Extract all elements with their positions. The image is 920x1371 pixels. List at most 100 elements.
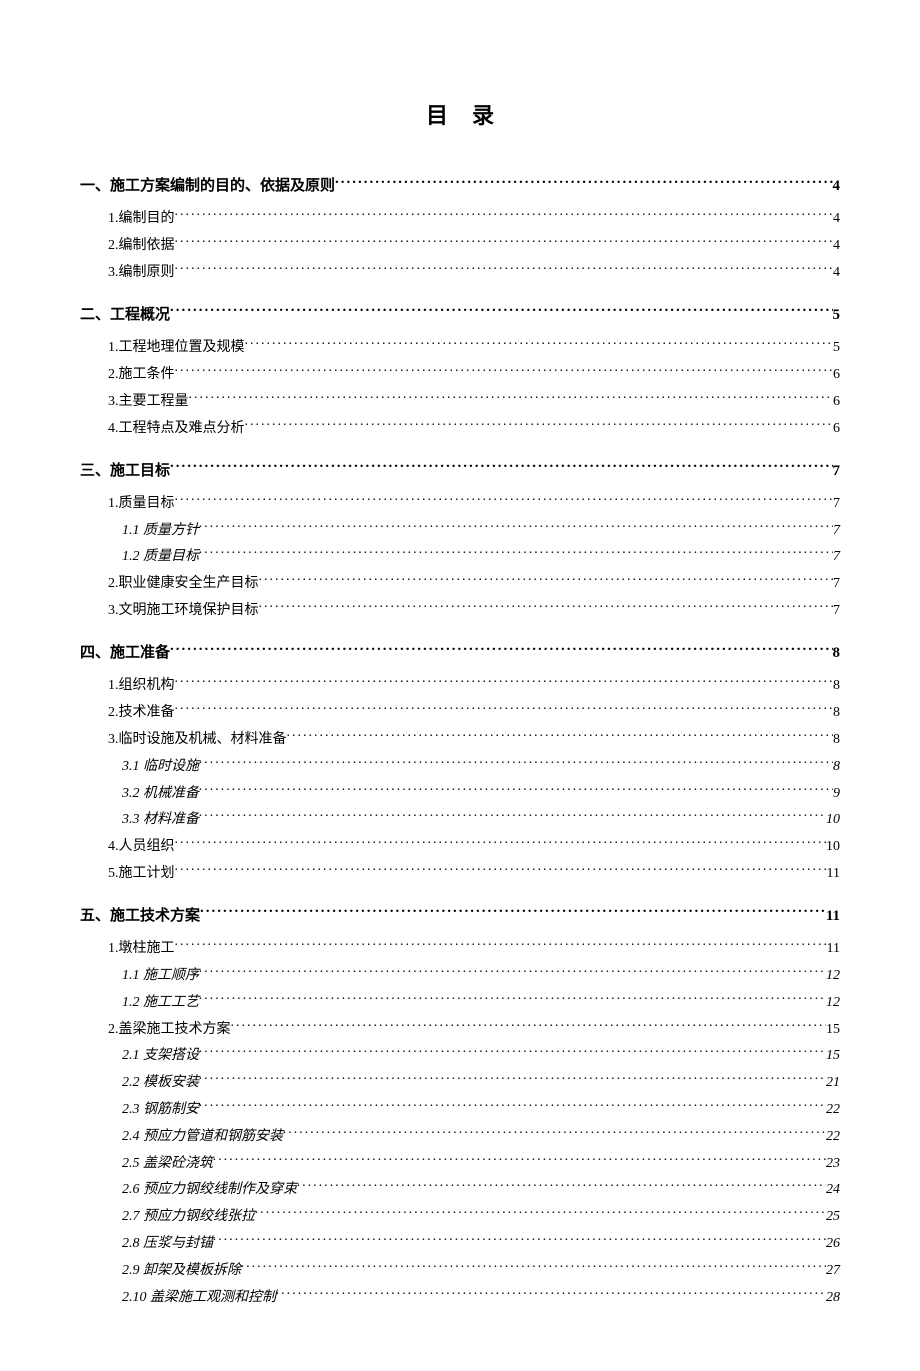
toc-leader-dots	[175, 490, 834, 507]
toc-entry-page: 5	[833, 304, 841, 327]
toc-entry: 3.主要工程量6	[80, 388, 840, 412]
toc-entry: 1.墩柱施工11	[80, 935, 840, 959]
toc-entry-label: 3.临时设施及机械、材料准备	[108, 729, 287, 750]
toc-entry-page: 7	[833, 573, 840, 594]
toc-entry-page: 7	[833, 520, 840, 541]
toc-entry: 3.临时设施及机械、材料准备8	[80, 726, 840, 750]
toc-entry-page: 25	[826, 1206, 840, 1227]
toc-entry-page: 7	[833, 546, 840, 567]
toc-leader-dots	[231, 1016, 827, 1033]
toc-leader-dots	[175, 259, 834, 276]
toc-entry-label: 3.2 机械准备	[122, 783, 199, 804]
toc-entry: 1.编制目的 4	[80, 206, 840, 230]
toc-leader-dots	[175, 935, 827, 952]
toc-entry: 一、施工方案编制的目的、依据及原则4	[80, 172, 840, 198]
toc-leader-dots	[199, 807, 826, 824]
toc-entry-page: 8	[833, 756, 840, 777]
toc-entry: 1.质量目标 7	[80, 490, 840, 514]
toc-entry: 2.7 预应力钢绞线张拉25	[80, 1203, 840, 1227]
toc-entry-page: 22	[826, 1126, 840, 1147]
toc-leader-dots	[199, 517, 833, 534]
toc-entry-label: 2.2 模板安装	[122, 1072, 199, 1093]
toc-leader-dots	[245, 334, 834, 351]
toc-entry-label: 2.5 盖梁砼浇筑	[122, 1153, 213, 1174]
toc-entry-page: 8	[833, 675, 840, 696]
toc-entry-label: 1.1 施工顺序	[122, 965, 199, 986]
toc-entry: 三、施工目标7	[80, 457, 840, 483]
toc-entry: 2.2 模板安装 21	[80, 1069, 840, 1093]
toc-entry-label: 1.2 质量目标	[122, 546, 199, 567]
toc-entry-label: 2.职业健康安全生产目标	[108, 573, 259, 594]
toc-entry: 3.3 材料准备10	[80, 807, 840, 831]
toc-leader-dots	[213, 1150, 826, 1167]
toc-entry-label: 1.工程地理位置及规模	[108, 337, 245, 358]
toc-entry-label: 2.10 盖梁施工观测和控制	[122, 1287, 276, 1308]
toc-entry-page: 9	[833, 783, 840, 804]
toc-entry-page: 22	[826, 1099, 840, 1120]
toc-entry-page: 10	[826, 836, 840, 857]
toc-leader-dots	[199, 753, 833, 770]
toc-entry: 1.1 施工顺序 12	[80, 962, 840, 986]
toc-entry: 2.职业健康安全生产目标 7	[80, 570, 840, 594]
table-of-contents: 一、施工方案编制的目的、依据及原则41.编制目的42.编制依据43.编制原则4二…	[80, 172, 840, 1308]
toc-entry-label: 3.文明施工环境保护目标	[108, 600, 259, 621]
toc-leader-dots	[200, 902, 826, 920]
toc-entry-page: 7	[833, 460, 841, 483]
toc-entry-page: 12	[826, 992, 840, 1013]
toc-entry-page: 4	[833, 235, 840, 256]
toc-entry-label: 五、施工技术方案	[80, 905, 200, 928]
toc-leader-dots	[255, 1203, 826, 1220]
toc-entry: 2.盖梁施工技术方案15	[80, 1016, 840, 1040]
toc-entry-page: 7	[833, 493, 840, 514]
toc-entry: 2.5 盖梁砼浇筑23	[80, 1150, 840, 1174]
toc-leader-dots	[199, 989, 826, 1006]
toc-entry: 2.1 支架搭设15	[80, 1043, 840, 1067]
toc-leader-dots	[241, 1257, 826, 1274]
toc-entry-page: 6	[833, 418, 840, 439]
toc-entry: 2.9 卸架及模板拆除27	[80, 1257, 840, 1281]
toc-entry-label: 2.1 支架搭设	[122, 1045, 199, 1066]
toc-entry: 五、施工技术方案 11	[80, 902, 840, 928]
toc-entry-page: 11	[826, 905, 840, 928]
toc-entry: 4.人员组织10	[80, 833, 840, 857]
toc-entry: 3.文明施工环境保护目标 7	[80, 597, 840, 621]
toc-entry-page: 15	[826, 1019, 840, 1040]
toc-entry-page: 4	[833, 208, 840, 229]
toc-leader-dots	[245, 415, 834, 432]
toc-entry: 二、工程概况5	[80, 301, 840, 327]
toc-entry: 2.10 盖梁施工观测和控制 28	[80, 1284, 840, 1308]
toc-leader-dots	[175, 232, 834, 249]
toc-entry: 2.编制依据4	[80, 232, 840, 256]
toc-leader-dots	[213, 1230, 826, 1247]
toc-entry-label: 1.编制目的	[108, 208, 175, 229]
toc-entry-page: 5	[833, 337, 840, 358]
toc-entry-label: 1.2 施工工艺	[122, 992, 199, 1013]
toc-entry-label: 2.8 压浆与封锚	[122, 1233, 213, 1254]
toc-leader-dots	[199, 780, 833, 797]
toc-leader-dots	[199, 1043, 826, 1060]
toc-entry-label: 1.1 质量方针	[122, 520, 199, 541]
toc-leader-dots	[175, 833, 827, 850]
toc-leader-dots	[276, 1284, 826, 1301]
toc-entry-page: 12	[826, 965, 840, 986]
toc-entry: 四、施工准备8	[80, 639, 840, 665]
toc-entry-page: 8	[833, 642, 841, 665]
toc-entry-page: 7	[833, 600, 840, 621]
toc-entry-label: 2.技术准备	[108, 702, 175, 723]
toc-entry-page: 28	[826, 1287, 840, 1308]
toc-entry-label: 2.施工条件	[108, 364, 175, 385]
toc-entry-page: 4	[833, 175, 841, 198]
toc-leader-dots	[170, 301, 832, 319]
toc-entry-page: 10	[826, 809, 840, 830]
toc-leader-dots	[199, 1069, 826, 1086]
toc-leader-dots	[259, 570, 834, 587]
toc-entry: 2.4 预应力管道和钢筋安装22	[80, 1123, 840, 1147]
toc-entry-label: 3.主要工程量	[108, 391, 189, 412]
toc-leader-dots	[170, 639, 832, 657]
toc-entry: 3.2 机械准备 9	[80, 780, 840, 804]
toc-leader-dots	[175, 206, 834, 223]
toc-entry-page: 21	[826, 1072, 840, 1093]
toc-entry: 1.2 质量目标 7	[80, 544, 840, 568]
toc-entry-label: 4.工程特点及难点分析	[108, 418, 245, 439]
toc-entry-label: 1.质量目标	[108, 493, 175, 514]
